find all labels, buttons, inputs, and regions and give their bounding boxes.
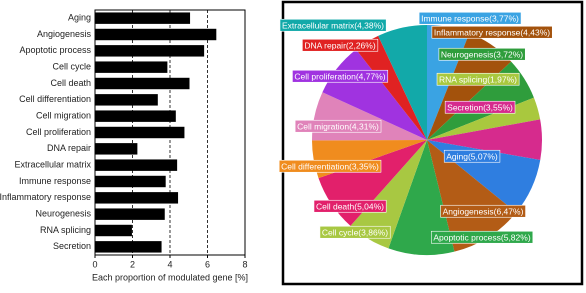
slice-label-text: Secretion(3,55%) [447, 102, 513, 112]
slice-label-text: Apoptotic process(5,82%) [433, 232, 530, 242]
slice-label-text: RNA splicing(1,97%) [439, 74, 517, 84]
slice-label: Cell migration(4,31%) [294, 119, 382, 133]
slice-label-box [279, 18, 387, 32]
slice-label-text: Cell death(5,04%) [316, 201, 384, 211]
bar [95, 159, 178, 171]
slice-label: Angiogenesis(6,47%) [440, 204, 526, 218]
slice-label-text: Angiogenesis(6,47%) [443, 206, 524, 216]
bar [95, 61, 168, 73]
x-tick-label: 2 [130, 259, 135, 269]
y-tick-label: DNA repair [47, 143, 91, 153]
slice-label-box [292, 69, 389, 83]
slice-label: Cell proliferation(4,77%) [292, 69, 389, 83]
slice-label-box [319, 225, 391, 239]
slice-label: Aging(5,07%) [443, 149, 501, 163]
slice-label: Neurogenesis(3,72%) [438, 47, 526, 61]
slice-label-text: DNA repair(2,26%) [304, 40, 376, 50]
bar [95, 77, 190, 90]
slice-label: Cell death(5,04%) [313, 199, 387, 213]
slice-label: Secretion(3,55%) [444, 100, 516, 114]
bar [95, 12, 191, 24]
slice-label-box [431, 25, 553, 39]
pie-slice [388, 140, 455, 255]
plot-frame [94, 9, 246, 256]
slice-label-box [438, 47, 526, 61]
slice-label: RNA splicing(1,97%) [436, 72, 520, 86]
slice-label-text: Inflammatory response(4,43%) [434, 27, 550, 37]
y-tick-label: Cell differentiation [19, 94, 91, 104]
pie-slice [427, 119, 543, 161]
slice-label-text: Immune response(3,77%) [421, 13, 519, 23]
y-tick-label: Apoptotic process [19, 45, 91, 55]
bar [95, 241, 162, 253]
pie-frame [281, 0, 584, 286]
slice-label: Immune response(3,77%) [418, 11, 522, 25]
slice-label: Cell differentiation(3,35%) [278, 159, 382, 173]
y-tick-label: Cell proliferation [26, 127, 91, 137]
pie-slice [350, 140, 427, 249]
y-tick-label: Cell cycle [52, 62, 91, 72]
pie-slice [356, 35, 427, 140]
slice-label-text: Cell cycle(3,86%) [322, 227, 388, 237]
pie-slice [427, 140, 517, 252]
slice-label-text: Cell proliferation(4,77%) [294, 71, 385, 81]
y-tick-label: Cell migration [36, 111, 91, 121]
slice-label-box [418, 11, 522, 25]
y-tick-label: RNA splicing [40, 225, 91, 235]
y-tick-label: Secretion [53, 241, 91, 251]
slice-label-box [431, 230, 534, 244]
x-tick-label: 4 [167, 259, 172, 269]
slice-label: DNA repair(2,26%) [302, 38, 379, 52]
slice-label: Cell cycle(3,86%) [319, 225, 391, 239]
slice-label-box [278, 159, 382, 173]
pie-slice [378, 25, 427, 140]
bar [95, 224, 132, 237]
slice-label-box [294, 119, 382, 133]
slice-label-text: Aging(5,07%) [446, 151, 498, 161]
slice-label-box [302, 38, 379, 52]
bar [95, 126, 185, 139]
y-tick-label: Extracellular matrix [14, 160, 91, 170]
bar [95, 45, 205, 57]
bar [95, 110, 176, 122]
slice-label-text: Cell migration(4,31%) [297, 121, 379, 131]
slice-label-text: Neurogenesis(3,72%) [441, 49, 523, 59]
slice-label-box [443, 149, 501, 163]
y-tick-label: Immune response [19, 176, 91, 186]
slice-label: Apoptotic process(5,82%) [431, 230, 534, 244]
bar [95, 192, 179, 204]
x-tick-label: 8 [242, 259, 247, 269]
slice-label-box [440, 204, 526, 218]
x-tick-label: 0 [92, 259, 97, 269]
y-tick-label: Cell death [50, 78, 91, 88]
bar [95, 143, 138, 155]
bar [95, 94, 158, 106]
bar [95, 175, 166, 188]
slice-label-text: Cell differentiation(3,35%) [281, 161, 379, 171]
slice-label-box [436, 72, 520, 86]
bar [95, 208, 165, 220]
slice-label: Inflammatory response(4,43%) [431, 25, 553, 39]
slice-label-text: Extracellular matrix(4,38%) [282, 20, 384, 30]
y-tick-label: Aging [68, 13, 91, 23]
x-tick-label: 6 [205, 259, 210, 269]
y-tick-label: Angiogenesis [37, 29, 92, 39]
x-axis-label: Each proportion of modulated gene [%] [92, 272, 248, 282]
bar [95, 28, 217, 41]
y-tick-label: Inflammatory response [0, 192, 91, 202]
slice-label: Extracellular matrix(4,38%) [279, 18, 387, 32]
y-tick-label: Neurogenesis [35, 209, 91, 219]
slice-label-box [444, 100, 516, 114]
slice-label-box [313, 199, 387, 213]
